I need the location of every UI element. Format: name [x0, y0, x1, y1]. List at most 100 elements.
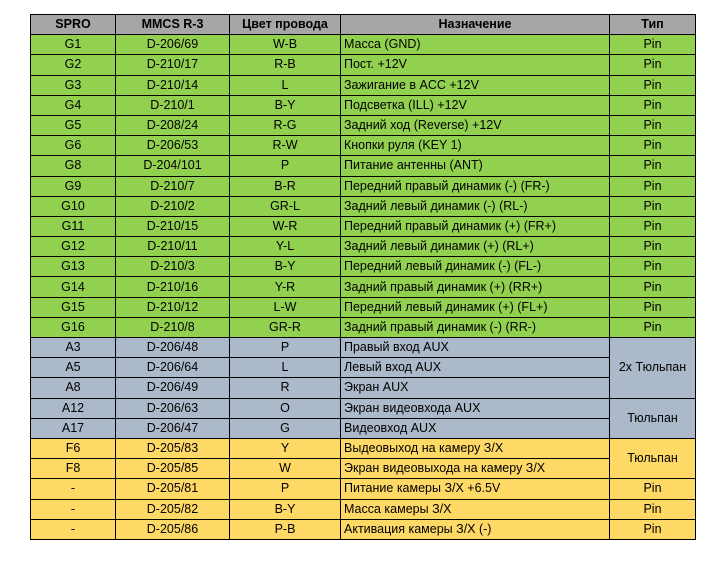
cell-type: Pin — [609, 74, 696, 96]
cell-type: Pin — [609, 478, 696, 500]
cell-spro: G12 — [30, 236, 116, 258]
cell-mmcs: D-210/11 — [115, 236, 230, 258]
header-purpose: Назначение — [340, 13, 610, 36]
cell-spro: F8 — [30, 458, 116, 480]
cell-purpose: Передний правый динамик (-) (FR-) — [340, 175, 610, 197]
table-row: G3 D-210/14 L Зажигание в ACC +12V Pin — [30, 74, 696, 96]
header-row: SPRO MMCS R-3 Цвет провода Назначение Ти… — [30, 13, 696, 36]
cell-type: Pin — [609, 155, 696, 177]
pinout-table: SPRO MMCS R-3 Цвет провода Назначение Ти… — [30, 13, 696, 540]
table-row: A8 D-206/49 R Экран AUX — [30, 377, 696, 399]
cell-wire-color: L-W — [229, 296, 341, 318]
cell-purpose: Питание антенны (ANT) — [340, 155, 610, 177]
cell-purpose: Масса (GND) — [340, 34, 610, 56]
cell-mmcs: D-206/53 — [115, 135, 230, 157]
cell-spro: G1 — [30, 34, 116, 56]
cell-wire-color: GR-R — [229, 316, 341, 339]
table-row: G6 D-206/53 R-W Кнопки руля (KEY 1) Pin — [30, 135, 696, 157]
cell-spro: G16 — [30, 316, 116, 339]
table-row: A5 D-206/64 L Левый вход AUX — [30, 357, 696, 379]
cell-purpose: Экран видеовыхода на камеру З/Х — [340, 458, 610, 480]
cell-spro: A3 — [30, 336, 116, 359]
cell-wire-color: B-R — [229, 175, 341, 197]
cell-spro: G6 — [30, 135, 116, 157]
cell-type: Pin — [609, 518, 696, 540]
cell-spro: - — [30, 518, 116, 540]
cell-type: Pin — [609, 276, 696, 298]
table-row: - D-205/86 P-B Активация камеры З/Х (-) Pin — [30, 518, 696, 540]
cell-type: Тюльпан — [609, 397, 696, 439]
cell-purpose: Задний левый динамик (-) (RL-) — [340, 195, 610, 217]
cell-purpose: Правый вход AUX — [340, 336, 610, 359]
cell-purpose: Масса камеры З/Х — [340, 498, 610, 520]
cell-mmcs: D-205/83 — [115, 437, 230, 460]
table-row: G15 D-210/12 L-W Передний левый динамик (+)… — [30, 296, 696, 318]
cell-wire-color: W-R — [229, 215, 341, 238]
cell-mmcs: D-210/15 — [115, 215, 230, 238]
cell-type: Pin — [609, 236, 696, 258]
cell-wire-color: R-W — [229, 135, 341, 157]
cell-wire-color: P — [229, 155, 341, 177]
cell-wire-color: W-B — [229, 34, 341, 56]
cell-mmcs: D-208/24 — [115, 114, 230, 137]
cell-spro: G11 — [30, 215, 116, 238]
cell-type: Pin — [609, 316, 696, 339]
cell-type: Pin — [609, 54, 696, 76]
cell-mmcs: D-205/85 — [115, 458, 230, 480]
cell-mmcs: D-206/47 — [115, 417, 230, 439]
table-row: G2 D-210/17 R-B Пост. +12V Pin — [30, 54, 696, 76]
cell-mmcs: D-206/69 — [115, 34, 230, 56]
table-row: A17 D-206/47 G Видеовход AUX — [30, 417, 696, 439]
cell-spro: G14 — [30, 276, 116, 298]
cell-purpose: Экран AUX — [340, 377, 610, 399]
cell-mmcs: D-210/2 — [115, 195, 230, 217]
cell-spro: G4 — [30, 94, 116, 116]
cell-spro: G9 — [30, 175, 116, 197]
cell-purpose: Передний правый динамик (+) (FR+) — [340, 215, 610, 238]
cell-purpose: Активация камеры З/Х (-) — [340, 518, 610, 540]
cell-wire-color: L — [229, 74, 341, 96]
cell-purpose: Экран видеовхода AUX — [340, 397, 610, 419]
table-row: A3 D-206/48 P Правый вход AUX 2x Тюльпан — [30, 336, 696, 399]
cell-mmcs: D-206/64 — [115, 357, 230, 379]
cell-mmcs: D-205/81 — [115, 478, 230, 500]
cell-type: 2x Тюльпан — [609, 337, 696, 399]
table-row: G12 D-210/11 Y-L Задний левый динамик (+) (… — [30, 236, 696, 258]
cell-wire-color: B-Y — [229, 94, 341, 116]
cell-purpose: Подсветка (ILL) +12V — [340, 94, 610, 116]
cell-wire-color: Y — [229, 437, 341, 460]
cell-mmcs: D-206/63 — [115, 397, 230, 419]
table-row: F8 D-205/85 W Экран видеовыхода на камеру З… — [30, 458, 696, 480]
cell-spro: G5 — [30, 114, 116, 137]
cell-purpose: Пост. +12V — [340, 54, 610, 76]
header-type: Тип — [609, 13, 696, 36]
cell-spro: G10 — [30, 195, 116, 217]
cell-spro: G15 — [30, 296, 116, 318]
cell-mmcs: D-210/17 — [115, 54, 230, 76]
cell-mmcs: D-206/49 — [115, 377, 230, 399]
cell-spro: G13 — [30, 256, 116, 278]
cell-spro: - — [30, 498, 116, 520]
cell-type: Pin — [609, 296, 696, 318]
cell-purpose: Задний левый динамик (+) (RL+) — [340, 236, 610, 258]
cell-wire-color: P-B — [229, 518, 341, 540]
cell-wire-color: P — [229, 336, 341, 359]
table-row: G9 D-210/7 B-R Передний правый динамик (-) … — [30, 175, 696, 197]
cell-wire-color: O — [229, 397, 341, 419]
header-mmcs: MMCS R-3 — [115, 13, 230, 36]
cell-spro: A17 — [30, 417, 116, 439]
table-row: F6 D-205/83 Y Выдеовыход на камеру З/Х Тюльп… — [30, 437, 696, 480]
cell-mmcs: D-210/3 — [115, 256, 230, 278]
cell-purpose: Задний правый динамик (+) (RR+) — [340, 276, 610, 298]
cell-wire-color: L — [229, 357, 341, 379]
cell-type: Pin — [609, 256, 696, 278]
cell-spro: G2 — [30, 54, 116, 76]
cell-spro: F6 — [30, 437, 116, 460]
table-row: G8 D-204/101 P Питание антенны (ANT) Pin — [30, 155, 696, 177]
cell-wire-color: Y-L — [229, 236, 341, 258]
cell-mmcs: D-210/14 — [115, 74, 230, 96]
cell-spro: A8 — [30, 377, 116, 399]
cell-wire-color: B-Y — [229, 256, 341, 278]
cell-mmcs: D-204/101 — [115, 155, 230, 177]
cell-type: Pin — [609, 34, 696, 56]
